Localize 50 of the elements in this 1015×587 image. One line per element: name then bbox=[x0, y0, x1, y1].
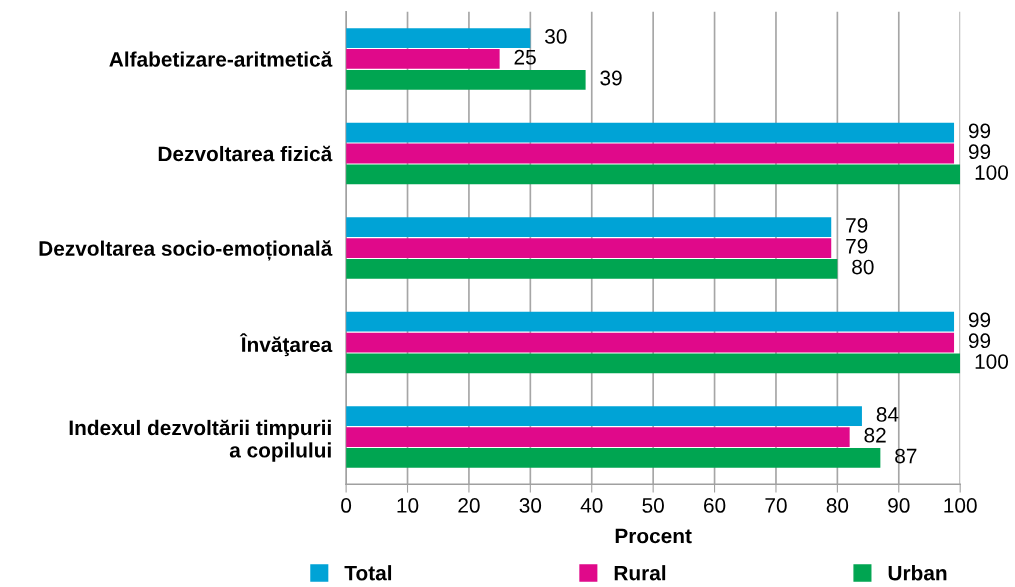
y-tick-label: Dezvoltarea socio-emoțională bbox=[39, 240, 333, 261]
legend-label: Total bbox=[344, 565, 392, 581]
bar bbox=[346, 311, 955, 332]
x-tick-label: 70 bbox=[765, 498, 787, 513]
bar bbox=[346, 427, 850, 447]
data-label: 82 bbox=[864, 427, 886, 443]
x-tick-label: 90 bbox=[888, 498, 910, 513]
bar bbox=[346, 258, 838, 279]
y-tick-label: Dezvoltarea fizică bbox=[158, 145, 333, 162]
data-label: 100 bbox=[975, 165, 1009, 180]
data-label: 79 bbox=[846, 238, 868, 254]
data-label: 39 bbox=[600, 70, 622, 86]
legend-label: Rural bbox=[614, 565, 666, 581]
x-tick-label: 100 bbox=[944, 498, 977, 513]
x-tick-label: 60 bbox=[704, 498, 726, 513]
bar bbox=[346, 49, 500, 69]
bar bbox=[346, 353, 961, 374]
x-axis-title: Procent bbox=[615, 528, 692, 544]
data-label: 84 bbox=[876, 407, 899, 422]
x-tick-label: 0 bbox=[341, 498, 352, 513]
x-tick-label: 40 bbox=[580, 498, 603, 513]
bar bbox=[346, 332, 955, 353]
data-label: 80 bbox=[852, 259, 874, 275]
data-label: 79 bbox=[846, 218, 868, 233]
data-label: 25 bbox=[514, 49, 536, 65]
data-label: 30 bbox=[545, 29, 567, 44]
bar bbox=[346, 217, 832, 238]
data-label: 99 bbox=[968, 144, 991, 160]
data-label: 99 bbox=[968, 123, 991, 139]
bar bbox=[346, 28, 531, 49]
bar bbox=[346, 238, 832, 258]
bar bbox=[346, 164, 961, 185]
x-tick-label: 50 bbox=[642, 498, 664, 513]
bar bbox=[346, 69, 586, 90]
data-label: 99 bbox=[968, 333, 991, 349]
bar bbox=[346, 143, 955, 164]
bar bbox=[346, 447, 881, 468]
y-tick-label: Alfabetizare-aritmetică bbox=[109, 51, 333, 67]
x-tick-label: 20 bbox=[458, 498, 480, 513]
y-tick-label: Învăţarea bbox=[239, 333, 333, 357]
x-tick-label: 30 bbox=[519, 498, 542, 513]
bar bbox=[346, 406, 862, 427]
y-tick-label: Indexul dezvoltării timpurii a copilului bbox=[69, 419, 331, 462]
data-label: 87 bbox=[895, 448, 917, 464]
data-label: 100 bbox=[975, 354, 1009, 369]
data-label: 99 bbox=[968, 312, 991, 328]
legend-label: Urban bbox=[888, 565, 947, 581]
bar bbox=[346, 122, 955, 143]
x-tick-label: 80 bbox=[826, 498, 849, 513]
x-tick-label: 10 bbox=[397, 498, 419, 513]
